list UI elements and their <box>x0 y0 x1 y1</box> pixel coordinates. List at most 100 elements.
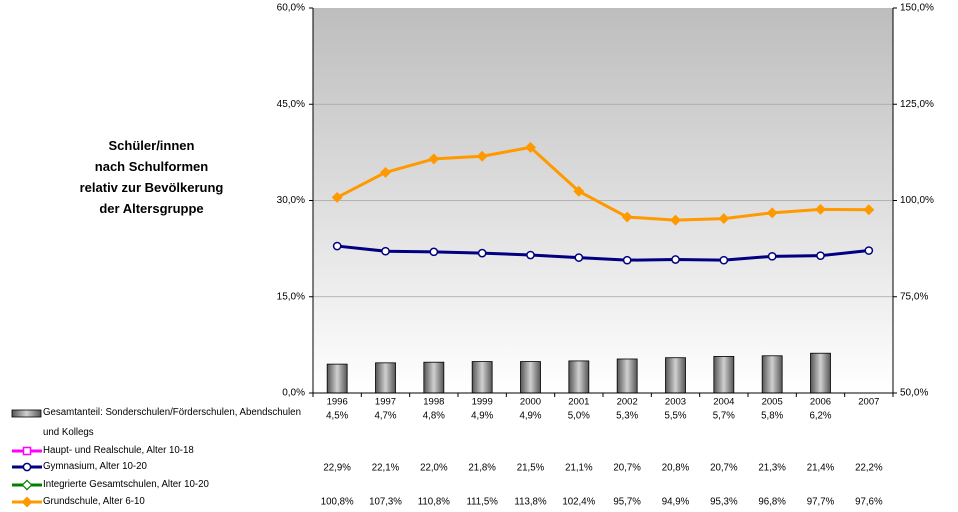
data-table-cell: 21,3% <box>758 463 786 474</box>
data-point-marker <box>477 248 487 258</box>
legend-key-marker <box>22 446 32 456</box>
data-table-cell: 4,9% <box>471 411 493 422</box>
series-line <box>336 145 869 222</box>
chart-title-line: Schüler/innen <box>108 137 195 153</box>
x-tick-label: 2007 <box>858 397 879 408</box>
data-table-cell: 21,8% <box>468 463 496 474</box>
chart-title-line: nach Schulformen <box>94 158 209 174</box>
data-table-cell: 95,3% <box>710 497 738 508</box>
data-table-cell: 95,7% <box>613 497 641 508</box>
data-table-cell: 22,2% <box>855 463 883 474</box>
x-tick-label: 2003 <box>665 397 686 408</box>
legend-label-gesamtanteil: Gesamtanteil: Sonderschulen/Förderschule… <box>43 407 301 438</box>
data-point-marker <box>574 253 584 262</box>
legend-label-grundschule: Grundschule, Alter 6-10 <box>43 496 145 507</box>
data-point-marker <box>429 247 439 257</box>
data-table-cell: 5,3% <box>616 411 638 422</box>
data-point-marker <box>767 251 777 261</box>
y-left-tick-label: 0,0% <box>282 388 305 399</box>
data-point-marker <box>332 241 342 251</box>
data-table-cell: 5,0% <box>568 411 590 422</box>
data-table-cell: 22,0% <box>420 463 448 474</box>
y-left-tick-label: 45,0% <box>277 99 305 110</box>
bar <box>713 356 735 394</box>
data-point-marker <box>766 207 778 219</box>
x-tick-label: 1996 <box>327 397 348 408</box>
y-right-tick-label: 50,0% <box>900 388 928 399</box>
legend-label-gymnasium: Gymnasium, Alter 10-20 <box>43 461 147 472</box>
axis-tick-labels: 0,0% 15,0% 30,0% 45,0% 60,0% 50,0% 75,0% 100,0%… <box>277 3 934 408</box>
bar <box>520 361 541 394</box>
data-table-cell: 6,2% <box>809 411 831 422</box>
y-right-tick-label: 75,0% <box>900 291 928 302</box>
data-table-cell: 4,8% <box>423 411 445 422</box>
data-table-cell: 113,8% <box>514 497 547 508</box>
data-table-cell: 97,7% <box>807 497 835 508</box>
x-tick-label: 2002 <box>617 397 638 408</box>
chart-title: Schüler/innen nach Schulformen relativ z… <box>11 135 292 219</box>
data-point-marker <box>864 246 874 255</box>
data-point-marker <box>815 203 826 215</box>
data-point-marker <box>670 214 681 226</box>
x-tick-label: 1999 <box>472 397 493 408</box>
data-point-marker <box>476 150 488 162</box>
x-tick-label: 2004 <box>713 397 734 408</box>
data-table: 4,5% 4,7% 4,8% 4,9% 4,9% 5,0% 5,3% 5,5% 5,7% 5,8%… <box>321 411 883 508</box>
data-table-cell: 20,7% <box>613 463 641 474</box>
bar <box>761 355 783 394</box>
data-point-marker <box>573 185 585 197</box>
data-point-marker <box>621 211 633 223</box>
bar <box>568 360 590 394</box>
data-table-cell: 20,7% <box>710 463 738 474</box>
bar <box>810 352 831 394</box>
data-point-marker <box>719 255 729 265</box>
data-point-marker <box>718 213 730 225</box>
legend-key-marker <box>22 462 32 472</box>
y-left-tick-label: 15,0% <box>277 291 305 302</box>
data-table-cell: 21,4% <box>807 463 835 474</box>
data-table-cell: 21,5% <box>517 463 545 474</box>
data-table-cell: 5,8% <box>761 411 783 422</box>
y-left-tick-label: 60,0% <box>277 3 305 14</box>
legend-keys <box>11 409 42 508</box>
y-right-tick-label: 100,0% <box>900 195 934 206</box>
chart-title-line: relativ zur Bevölkerung <box>79 179 224 195</box>
data-point-marker <box>622 255 632 265</box>
data-table-cell: 94,9% <box>662 497 690 508</box>
axes <box>309 7 897 397</box>
x-tick-label: 1997 <box>375 397 396 408</box>
data-table-cell: 21,1% <box>565 463 593 474</box>
x-tick-label: 2000 <box>520 397 541 408</box>
data-point-marker <box>863 204 875 216</box>
data-table-cell: 96,8% <box>758 497 786 508</box>
bar <box>423 361 445 394</box>
y-left-tick-label: 30,0% <box>277 195 305 206</box>
data-point-marker <box>525 141 536 153</box>
legend-label-integrierte-gesamtschulen: Integrierte Gesamtschulen, Alter 10-20 <box>43 479 209 490</box>
bar <box>616 358 638 394</box>
data-table-cell: 110,8% <box>418 497 451 508</box>
bar <box>375 362 396 394</box>
data-table-cell: 4,7% <box>374 411 396 422</box>
data-table-cell: 22,9% <box>323 463 351 474</box>
x-tick-label: 2001 <box>568 397 589 408</box>
x-tick-label: 1998 <box>423 397 444 408</box>
bar <box>665 357 686 394</box>
series-line <box>337 244 869 262</box>
legend-label-haupt-realschule: Haupt- und Realschule, Alter 10-18 <box>43 445 194 456</box>
line-series <box>331 141 875 265</box>
data-point-marker <box>381 246 390 256</box>
y-right-tick-label: 150,0% <box>900 3 934 14</box>
data-table-cell: 97,6% <box>855 497 883 508</box>
data-table-cell: 100,8% <box>321 497 354 508</box>
data-point-marker <box>671 255 680 264</box>
bar <box>326 363 348 394</box>
data-table-cell: 107,3% <box>369 497 402 508</box>
data-point-marker <box>526 250 535 260</box>
legend-key-bar <box>11 409 42 418</box>
data-table-cell: 111,5% <box>466 497 498 508</box>
data-point-marker <box>816 251 825 261</box>
gridlines <box>313 103 893 298</box>
